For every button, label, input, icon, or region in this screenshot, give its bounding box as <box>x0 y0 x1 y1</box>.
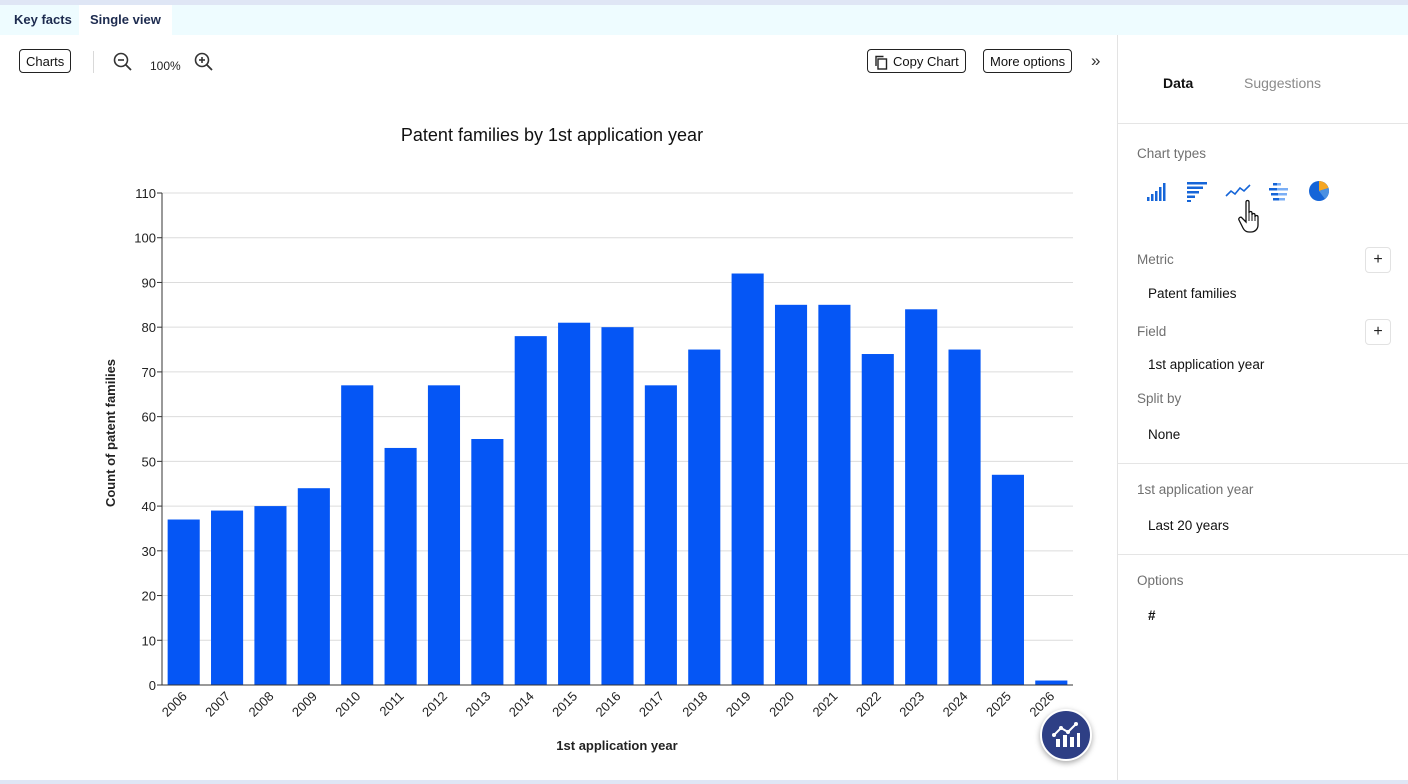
field-value[interactable]: 1st application year <box>1148 357 1265 372</box>
bar-chart-icon[interactable] <box>1186 180 1208 207</box>
bar <box>558 322 591 685</box>
bar <box>905 309 938 685</box>
x-tick-label: 2017 <box>636 689 667 720</box>
x-tick-label: 2007 <box>202 689 233 720</box>
tab-key-facts[interactable]: Key facts <box>14 12 72 27</box>
y-tick-label: 30 <box>142 544 156 559</box>
x-tick-label: 2006 <box>159 689 190 720</box>
x-tick-label: 2022 <box>853 689 884 720</box>
analytics-fab-button[interactable] <box>1040 709 1092 761</box>
x-tick-label: 2010 <box>332 689 363 720</box>
chart-types-label: Chart types <box>1137 146 1207 161</box>
bar <box>688 349 721 685</box>
bar <box>297 488 330 685</box>
y-tick-label: 110 <box>135 186 156 201</box>
field-label: Field <box>1137 324 1167 339</box>
x-tick-label: 2009 <box>289 689 320 720</box>
number-format-icon[interactable]: # <box>1148 608 1156 623</box>
x-tick-label: 2020 <box>766 689 797 720</box>
bar <box>861 354 894 685</box>
x-tick-label: 2023 <box>896 689 927 720</box>
charts-button[interactable]: Charts <box>19 49 72 73</box>
y-tick-label: 0 <box>149 678 156 693</box>
zoom-out-icon[interactable] <box>113 52 133 77</box>
column-chart-icon[interactable] <box>1146 180 1168 207</box>
x-tick-label: 2021 <box>809 689 840 720</box>
stacked-bar-icon[interactable] <box>1268 180 1290 207</box>
more-options-button[interactable]: More options <box>983 49 1073 73</box>
y-tick-label: 90 <box>142 275 156 290</box>
x-tick-label: 2019 <box>723 689 754 720</box>
options-label: Options <box>1137 573 1184 588</box>
x-tick-label: 2014 <box>506 689 537 720</box>
hand-cursor-icon <box>1238 199 1264 238</box>
metric-label: Metric <box>1137 252 1174 267</box>
filter-label: 1st application year <box>1137 482 1254 497</box>
bar <box>341 385 374 685</box>
copy-chart-button[interactable]: Copy Chart <box>867 49 966 73</box>
copy-chart-label: Copy Chart <box>893 54 959 69</box>
analytics-icon <box>1052 722 1080 747</box>
sidebar-divider <box>1118 554 1408 555</box>
sidebar-divider <box>1118 123 1408 124</box>
y-tick-label: 40 <box>142 499 156 514</box>
sidebar-tab-suggestions[interactable]: Suggestions <box>1244 75 1322 91</box>
bar <box>514 336 547 685</box>
add-field-button[interactable]: + <box>1365 319 1391 345</box>
line-chart-icon[interactable] <box>1225 180 1251 207</box>
toolbar-divider <box>93 51 94 73</box>
y-tick-label: 70 <box>142 365 156 380</box>
chart-panel: Charts 100% Copy Chart More options » Pa… <box>0 35 1117 780</box>
bar <box>948 349 981 685</box>
bar <box>818 304 851 685</box>
split-by-label: Split by <box>1137 391 1182 406</box>
y-axis-label: Count of patent families <box>103 359 118 507</box>
tab-single-view[interactable]: Single view <box>79 5 172 35</box>
x-tick-label: 2025 <box>983 689 1014 720</box>
bar-chart: Patent families by 1st application year … <box>103 125 1073 753</box>
y-tick-label: 10 <box>142 633 156 648</box>
bar <box>167 519 200 685</box>
filter-value[interactable]: Last 20 years <box>1148 518 1230 533</box>
bar <box>991 474 1024 685</box>
settings-sidebar: Data Suggestions Chart types Metric + Pa… <box>1117 35 1408 780</box>
chart-title: Patent families by 1st application year <box>401 125 703 145</box>
x-tick-label: 2012 <box>419 689 450 720</box>
sidebar-tab-data[interactable]: Data <box>1163 75 1194 91</box>
y-tick-label: 50 <box>142 454 156 469</box>
x-tick-label: 2008 <box>246 689 277 720</box>
y-tick-label: 20 <box>142 589 156 604</box>
bar <box>1035 680 1068 685</box>
app-frame: Key facts Single view Charts 100% Copy C… <box>0 5 1408 780</box>
collapse-sidebar-icon[interactable]: » <box>1091 51 1101 70</box>
x-tick-label: 2013 <box>462 689 493 720</box>
x-tick-label: 2018 <box>679 689 710 720</box>
x-tick-label: 2015 <box>549 689 580 720</box>
metric-value[interactable]: Patent families <box>1148 286 1237 301</box>
zoom-level: 100% <box>150 59 181 73</box>
y-tick-label: 60 <box>142 410 156 425</box>
bar <box>471 439 504 685</box>
tab-bar: Key facts Single view <box>0 5 1408 35</box>
bar <box>427 385 461 685</box>
zoom-in-icon[interactable] <box>194 52 214 77</box>
add-metric-button[interactable]: + <box>1365 247 1391 273</box>
bar <box>384 447 417 685</box>
x-tick-label: 2024 <box>940 689 971 720</box>
pie-chart-icon[interactable] <box>1308 180 1330 207</box>
bar <box>601 327 634 685</box>
bar <box>774 304 808 685</box>
x-axis-label: 1st application year <box>556 738 677 753</box>
sidebar-divider <box>1118 463 1408 464</box>
bar <box>211 510 244 685</box>
x-tick-label: 2016 <box>593 689 624 720</box>
bar <box>731 273 764 685</box>
bar <box>254 506 287 685</box>
y-tick-label: 100 <box>134 231 156 246</box>
split-by-value[interactable]: None <box>1148 427 1181 442</box>
y-tick-label: 80 <box>142 320 156 335</box>
bar <box>644 385 677 685</box>
x-tick-label: 2011 <box>376 689 406 719</box>
copy-icon <box>874 54 888 78</box>
